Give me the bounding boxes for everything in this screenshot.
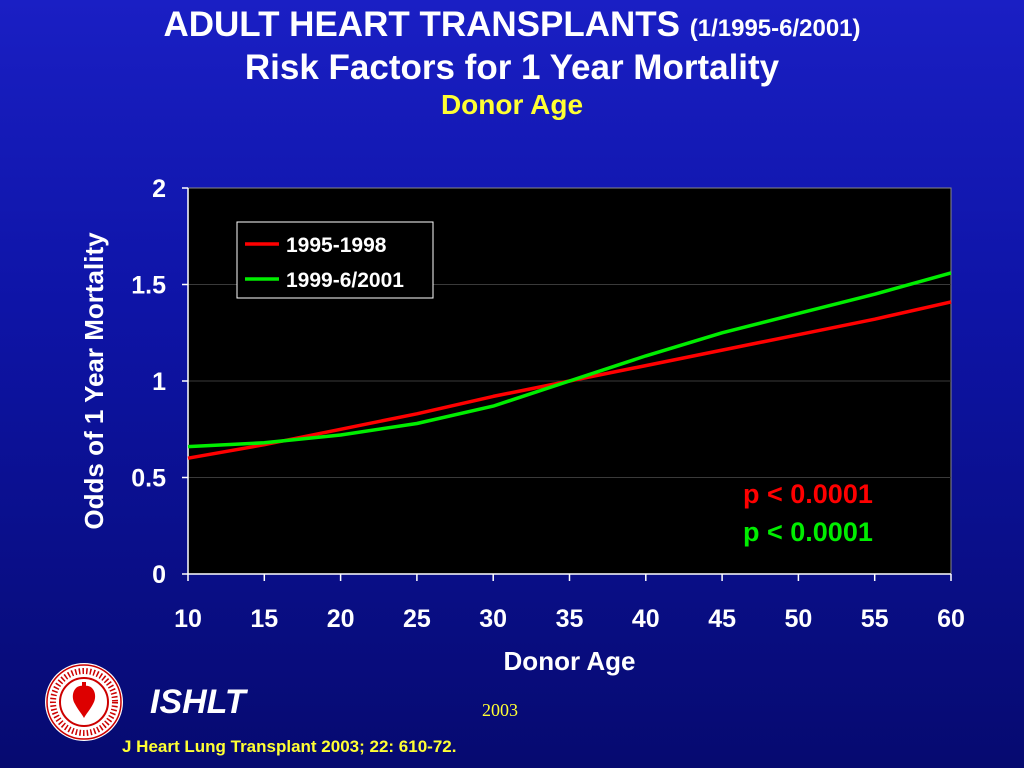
topic-label: Donor Age [440,89,584,120]
x-tick-label: 30 [479,605,507,633]
x-tick-label: 40 [632,605,660,633]
y-axis-label: Odds of 1 Year Mortality [79,232,109,530]
x-tick-label: 50 [784,605,812,633]
x-tick-label: 15 [250,605,278,633]
page-title: ADULT HEART TRANSPLANTS (1/1995-6/2001) [0,6,1024,48]
citation: J Heart Lung Transplant 2003; 22: 610-72… [122,737,457,756]
series-line-2 [187,271,952,449]
p-value-annotation-2: p < 0.0001 [743,517,873,547]
x-axis-label: Donor Age [504,646,636,676]
x-tick-label: 20 [327,605,355,633]
x-tick-label: 60 [937,605,965,633]
y-tick-label: 2 [152,175,166,203]
title-date-range: (1/1995-6/2001) [689,15,861,42]
y-tick-label: 1 [152,368,166,396]
x-tick-label: 45 [708,605,736,633]
p-value-annotation-1: p < 0.0001 [743,479,873,509]
title-block: ADULT HEART TRANSPLANTS (1/1995-6/2001) … [0,6,1024,122]
y-tick-label: 1.5 [131,272,166,300]
year-label: 2003 [482,700,518,720]
x-tick-label: 25 [403,605,431,633]
legend-label-2: 1999-6/2001 [286,269,404,292]
page-subtitle: Risk Factors for 1 Year Mortality [244,48,780,87]
x-tick-label: 10 [174,605,202,633]
x-tick-label: 55 [861,605,889,633]
legend-box [236,221,434,299]
x-tick-label: 35 [556,605,584,633]
title-main: ADULT HEART TRANSPLANTS [163,5,680,44]
y-tick-label: 0 [152,561,166,589]
ishlt-logo [45,663,123,741]
org-name: ISHLT [150,683,246,721]
y-tick-label: 0.5 [131,465,166,493]
legend-label-1: 1995-1998 [286,234,387,257]
